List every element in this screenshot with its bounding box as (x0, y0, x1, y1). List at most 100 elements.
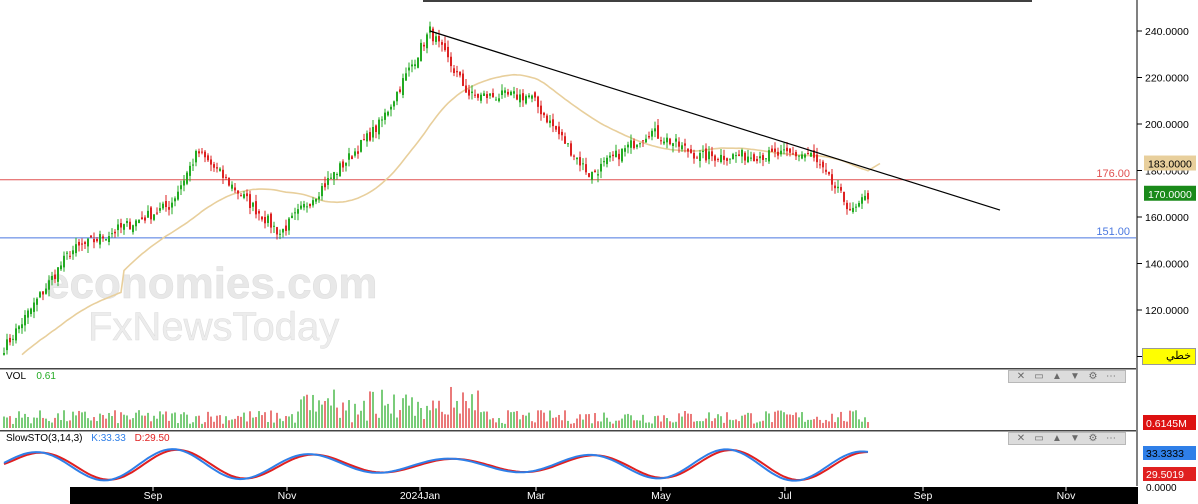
candle-body (183, 180, 185, 186)
settings-icon[interactable]: ⚙ (1088, 370, 1098, 382)
candle-body (699, 152, 701, 161)
x-tick-label: Nov (278, 490, 297, 502)
candle-body (78, 241, 80, 246)
stoch-panel-tools: ✕ ▭ ▲ ▼ ⚙ ⋯ (1008, 432, 1126, 445)
y-tick-label: 200.0000 (1145, 119, 1189, 131)
candle-body (540, 105, 542, 115)
candle-body (375, 125, 377, 132)
restore-icon[interactable]: ▭ (1034, 370, 1044, 382)
candle-body (633, 140, 635, 149)
candle-body (402, 78, 404, 96)
candle-body (729, 158, 731, 160)
candle-body (360, 139, 362, 152)
settings-icon[interactable]: ⚙ (1088, 432, 1098, 444)
candle-body (558, 126, 560, 135)
candle-body (420, 42, 422, 61)
candle-body (762, 155, 764, 160)
candle-body (423, 44, 425, 47)
candle-body (39, 292, 41, 298)
watermark-economies: economies.com (45, 259, 378, 308)
close-icon[interactable]: ✕ (1016, 370, 1026, 382)
down-icon[interactable]: ▼ (1070, 370, 1080, 382)
candle-body (453, 68, 455, 73)
candle-body (813, 150, 815, 158)
candle-body (768, 150, 770, 162)
candle-body (789, 148, 791, 153)
candle-body (216, 167, 218, 169)
last-price-badge (1144, 185, 1196, 201)
candle-body (384, 112, 386, 120)
candle-body (72, 250, 74, 255)
candle-body (774, 148, 776, 152)
candle-body (474, 94, 476, 96)
candle-body (66, 252, 68, 254)
candle-body (819, 164, 821, 166)
volume-badge (1143, 415, 1196, 430)
candle-body (270, 213, 272, 228)
up-icon[interactable]: ▲ (1052, 370, 1062, 382)
y-tick-label: 220.0000 (1145, 73, 1189, 85)
candle-body (696, 157, 698, 159)
level-label: 151.00 (1096, 226, 1130, 238)
candle-body (399, 89, 401, 93)
restore-icon[interactable]: ▭ (1034, 432, 1044, 444)
candle-body (333, 172, 335, 180)
candle-body (225, 176, 227, 178)
more-icon[interactable]: ⋯ (1106, 432, 1116, 444)
candle-body (864, 195, 866, 200)
candle-body (597, 174, 599, 176)
candle-body (258, 211, 260, 214)
candle-body (9, 337, 11, 343)
candle-body (249, 194, 251, 209)
candle-body (816, 154, 818, 163)
candle-body (660, 140, 662, 142)
x-tick-label: Jul (778, 490, 791, 502)
resistance-trendline[interactable] (429, 30, 1001, 211)
candle-body (741, 149, 743, 157)
candle-body (495, 99, 497, 101)
more-icon[interactable]: ⋯ (1106, 370, 1116, 382)
candle-body (804, 154, 806, 158)
candle-body (450, 56, 452, 67)
candle-body (87, 238, 89, 247)
stoch-k-line (3, 448, 869, 482)
candle-body (207, 155, 209, 161)
candle-body (564, 136, 566, 144)
candle-body (753, 154, 755, 162)
candle-body (426, 34, 428, 49)
up-icon[interactable]: ▲ (1052, 432, 1062, 444)
candle-body (366, 133, 368, 142)
y-tick-label: 160.0000 (1145, 212, 1189, 224)
chart-type-button[interactable]: خطي (1142, 348, 1196, 365)
candle-body (807, 152, 809, 154)
candle-body (501, 90, 503, 96)
candle-body (165, 201, 167, 208)
candle-body (591, 171, 593, 180)
x-tick-label: May (651, 490, 672, 502)
candle-body (303, 204, 305, 208)
candle-body (132, 225, 134, 233)
candle-body (285, 225, 287, 231)
candle-body (663, 141, 665, 144)
candle-body (549, 120, 551, 124)
candle-body (153, 214, 155, 220)
close-icon[interactable]: ✕ (1016, 432, 1026, 444)
last-price-badge-text: 170.0000 (1148, 189, 1192, 201)
level-label: 176.00 (1096, 168, 1130, 180)
candle-body (243, 194, 245, 198)
candle-body (765, 158, 767, 160)
candle-body (204, 151, 206, 158)
candle-body (531, 95, 533, 99)
candle-body (573, 155, 575, 157)
y-tick-label: 120.0000 (1145, 305, 1189, 317)
y-tick-label: 140.0000 (1145, 259, 1189, 271)
down-icon[interactable]: ▼ (1070, 432, 1080, 444)
candle-body (75, 244, 77, 254)
candle-body (279, 233, 281, 235)
candle-body (42, 291, 44, 295)
candle-body (462, 73, 464, 86)
candle-body (336, 174, 338, 176)
candle-body (435, 36, 437, 42)
